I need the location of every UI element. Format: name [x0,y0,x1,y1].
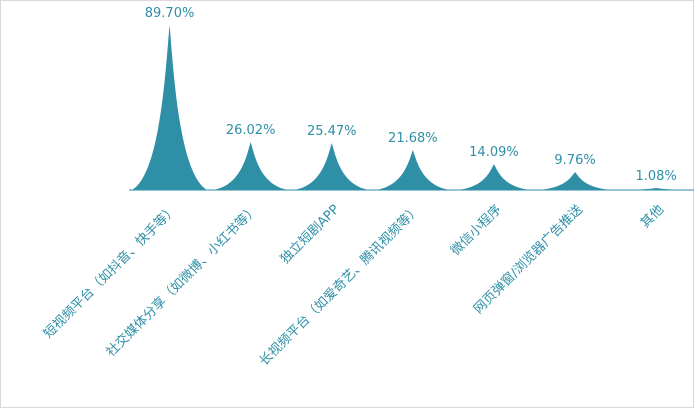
category-label: 其他 [638,202,667,231]
category-label: 长视频平台（如爱奇艺、腾讯视频等） [256,202,424,370]
category-label: 独立短剧APP [278,202,343,267]
peak-bar [537,172,613,190]
peak-bar [375,150,451,190]
value-label: 14.09% [469,145,519,160]
category-label: 短视频平台（如抖音、快手等） [40,202,180,342]
value-label: 1.08% [635,169,676,184]
value-label: 9.76% [554,153,595,168]
category-label: 社交媒体分享（如微博、小红书等） [103,202,261,360]
value-label: 25.47% [307,124,357,139]
value-label: 89.70% [145,6,195,21]
peak-bar [213,142,289,190]
peak-bar [456,164,532,190]
value-labels: 89.70% 26.02% 25.47% 21.68% 14.09% 9.76% 1.08% [145,6,677,184]
peak-bar [294,143,370,190]
category-labels: 短视频平台（如抖音、快手等）社交媒体分享（如微博、小红书等） 独立短剧APP长视频… [40,202,667,370]
category-label: 微信小程序 [448,202,505,259]
peak-bar [618,188,694,190]
value-label: 21.68% [388,131,438,146]
chart-marks [132,25,694,190]
value-label: 26.02% [226,123,276,138]
peak-bar [132,25,208,190]
